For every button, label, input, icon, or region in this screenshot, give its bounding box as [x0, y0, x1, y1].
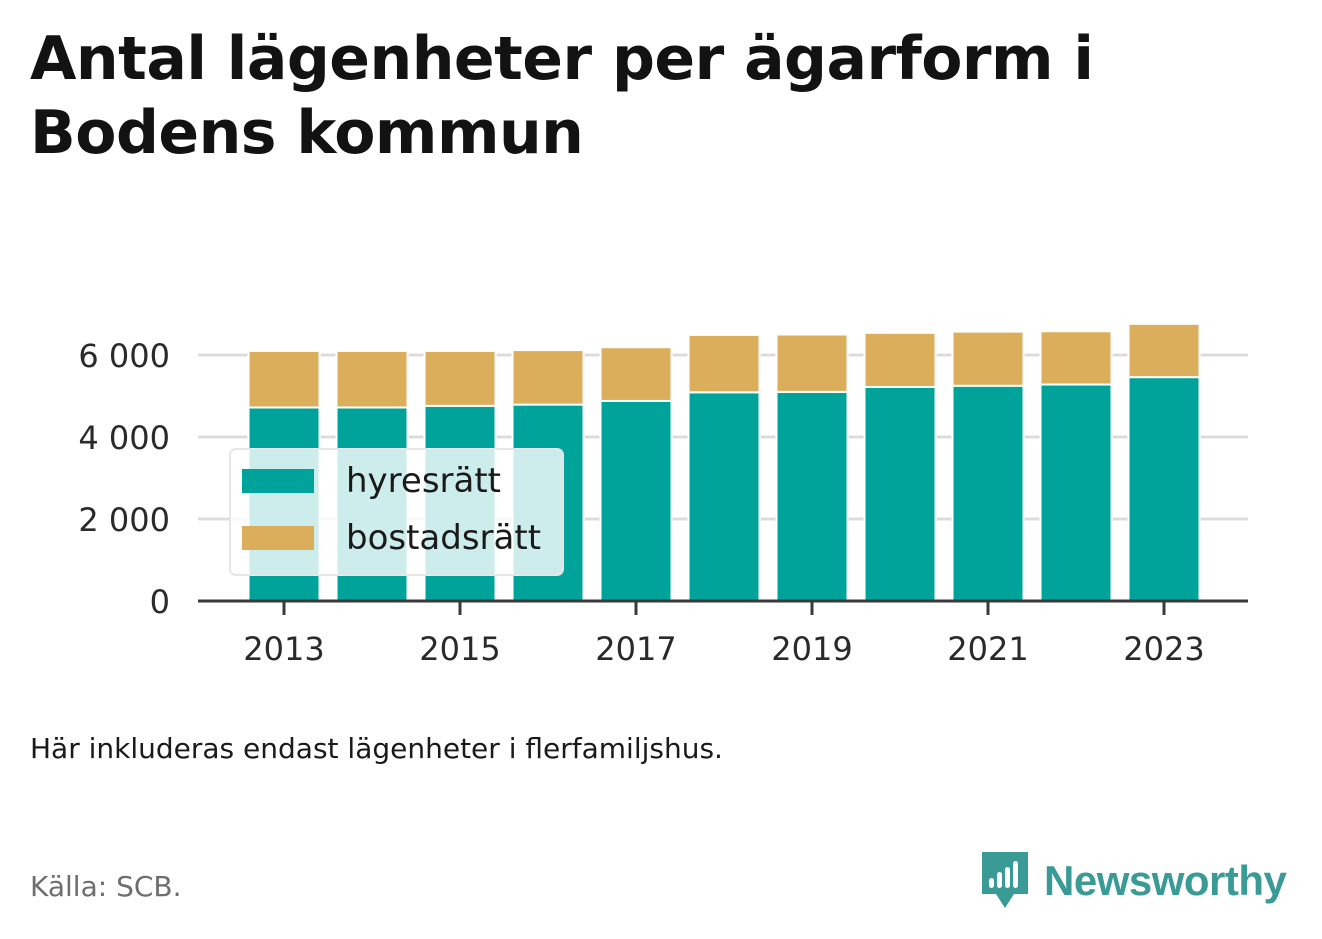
- newsworthy-logo-icon: [982, 852, 1028, 908]
- y-tick-label: 4 000: [78, 419, 170, 457]
- y-tick-label: 0: [150, 583, 170, 621]
- bar-bostadsratt-2018: [687, 333, 761, 394]
- chart-title: Antal lägenheter per ägarform i Bodens k…: [30, 24, 1094, 168]
- bar-bostadsratt-2021: [951, 330, 1025, 387]
- legend-swatch: [242, 526, 314, 550]
- axes: 0 2 000 4 000 6 000 2013 2015 2017 2019 2021 2023: [78, 337, 1248, 668]
- brand-logo[interactable]: Newsworthy: [980, 850, 1287, 912]
- bar-hyresratt-2018: [687, 391, 761, 602]
- bar-hyresratt-2017: [599, 399, 673, 603]
- bar-bostadsratt-2022: [1039, 330, 1113, 386]
- source-note: Källa: SCB.: [30, 870, 182, 903]
- bar-bostadsratt-2016: [511, 349, 585, 406]
- legend-label: bostadsrätt: [346, 518, 541, 558]
- bar-hyresratt-2019: [775, 390, 849, 602]
- bar-bostadsratt-2013: [247, 349, 321, 409]
- x-tick-label: 2015: [419, 630, 500, 668]
- bar-hyresratt-2023: [1127, 376, 1201, 603]
- x-tick-label: 2019: [771, 630, 852, 668]
- bar-hyresratt-2022: [1039, 383, 1113, 602]
- bar-bostadsratt-2019: [775, 333, 849, 393]
- legend: hyresrätt bostadsrätt: [229, 448, 564, 576]
- y-tick-label: 6 000: [78, 337, 170, 375]
- x-tick-label: 2017: [595, 630, 676, 668]
- bar-bostadsratt-2023: [1127, 322, 1201, 379]
- y-tick-label: 2 000: [78, 501, 170, 539]
- bar-bostadsratt-2015: [423, 349, 497, 407]
- legend-label: hyresrätt: [346, 461, 501, 501]
- x-tick-label: 2021: [947, 630, 1028, 668]
- bar-hyresratt-2020: [863, 385, 937, 603]
- brand-name: Newsworthy: [1044, 857, 1287, 904]
- x-tick-label: 2013: [243, 630, 324, 668]
- footnote: Här inkluderas endast lägenheter i flerf…: [30, 732, 723, 765]
- legend-swatch: [242, 469, 314, 493]
- bar-bostadsratt-2020: [863, 331, 937, 388]
- bar-hyresratt-2021: [951, 384, 1025, 602]
- x-tick-label: 2023: [1123, 630, 1204, 668]
- bar-bostadsratt-2014: [335, 349, 409, 409]
- bar-bostadsratt-2017: [599, 346, 673, 402]
